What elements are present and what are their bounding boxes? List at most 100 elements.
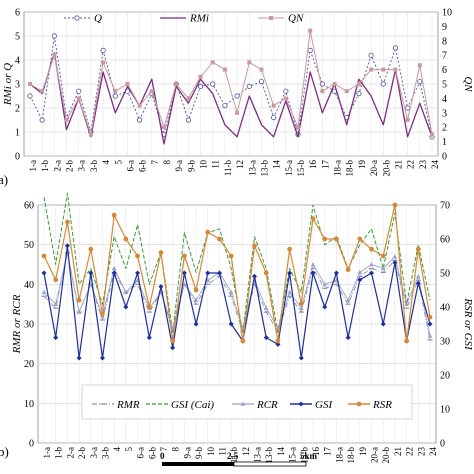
data-point-rcr	[193, 297, 199, 302]
data-point-rsr	[123, 236, 129, 242]
data-point-rcr	[369, 262, 374, 267]
data-point-qn	[162, 125, 166, 130]
x-tick-label: 11-b	[229, 447, 239, 464]
data-point-q	[356, 91, 362, 97]
data-point-rsr	[345, 267, 351, 272]
series-line-gsi-cai	[43, 192, 431, 333]
x-tick-label: 17	[320, 160, 330, 170]
right-tick-label: 70	[440, 201, 450, 212]
data-point-rcr	[76, 309, 82, 314]
data-point-gsi	[88, 270, 94, 276]
data-point-rsr	[228, 253, 234, 259]
data-point-rsr	[427, 314, 433, 320]
x-tick-label: 9-a	[174, 160, 184, 172]
x-tick-label: 7	[150, 160, 160, 165]
right-tick-label: 60	[440, 235, 450, 246]
data-point-gsi	[287, 270, 293, 276]
data-point-rsr	[263, 270, 269, 276]
series-gsi	[41, 243, 433, 361]
y-axis-title-left-b: RMR or RCR	[11, 294, 23, 354]
right-tick-label: 10	[442, 8, 452, 19]
legend-item-q: Q	[64, 13, 102, 25]
data-point-rcr	[299, 305, 304, 310]
legend-label: QN	[288, 13, 304, 25]
data-point-qn	[235, 110, 240, 115]
data-point-rcr	[345, 297, 351, 302]
data-point-rcr	[41, 289, 47, 295]
series-gsi-cai	[43, 192, 431, 333]
x-tick-label: 16	[311, 447, 321, 457]
x-tick-label: 3-b	[100, 447, 110, 459]
x-tick-label: 10	[206, 447, 216, 457]
data-point-q	[392, 45, 399, 51]
data-point-q	[258, 79, 265, 85]
data-point-rsr	[64, 219, 70, 225]
x-tick-label: 7	[159, 447, 169, 452]
x-tick-label: 1-a	[42, 447, 52, 459]
x-tick-label: 21	[393, 447, 403, 456]
legend-label: Q	[94, 13, 102, 25]
scale-label-5km: 5km	[300, 451, 318, 461]
x-tick-label: 8	[162, 160, 172, 165]
data-point-qn	[332, 82, 337, 86]
x-tick-label: 18-b	[346, 447, 356, 464]
x-tick-label: 24	[430, 160, 440, 170]
legend-item-qn: QN	[258, 13, 304, 25]
legend-a: Q RMi QN	[64, 13, 304, 25]
data-point-rsr	[369, 246, 374, 252]
x-axis-ticks-b: 1-a 1-b 2-a 2-b 3-a 3-b 4 5 6-a 6-b 7 8 9-a 9-b 10 11 11…	[42, 447, 438, 464]
data-point-qn	[296, 125, 300, 130]
x-tick-label: 12	[235, 160, 245, 169]
y-axis-title-right-b: RSR or GSI	[462, 297, 474, 351]
panel-label-a: a)	[0, 172, 8, 187]
data-point-qn	[101, 60, 106, 65]
data-point-qn	[137, 103, 142, 108]
x-tick-label: 1-b	[54, 447, 64, 459]
data-point-rsr	[357, 236, 363, 242]
data-point-qn	[222, 67, 227, 72]
left-tick-label: 0	[15, 152, 20, 163]
data-point-gsi	[99, 355, 105, 361]
data-point-rsr	[310, 216, 316, 222]
data-point-gsi	[170, 345, 176, 351]
data-point-gsi	[310, 270, 316, 276]
scale-bar-segment-1	[162, 462, 234, 466]
data-point-qn	[417, 63, 422, 68]
data-point-qn	[344, 89, 349, 94]
data-point-q	[210, 81, 216, 87]
x-tick-label: 13-b	[264, 447, 274, 464]
x-tick-label: 22	[406, 160, 416, 169]
data-point-rcr	[416, 273, 421, 279]
x-tick-label: 12	[241, 447, 251, 456]
data-point-gsi	[53, 335, 59, 341]
data-point-gsi	[298, 355, 304, 361]
left-tick-label: 60	[24, 201, 34, 212]
x-tick-label: 6-a	[136, 447, 146, 459]
scale-label-2-5: 2.5	[227, 451, 239, 461]
data-point-qn	[283, 96, 288, 101]
legend-marker	[74, 15, 80, 21]
data-point-gsi	[111, 270, 117, 276]
data-point-q	[185, 117, 191, 123]
x-tick-label: 14	[276, 447, 286, 457]
x-axis-ticks-a: 1-a 1-b 2-a 2-b 3-a 3-b 4 5 6-a 6-b 7 8 9-a 9-b 10 11 11…	[28, 160, 440, 177]
legend-item-gsi-cai: GSI (Cai)	[146, 399, 214, 411]
legend-item-rmr: RMR	[92, 399, 140, 411]
left-axis-ticks-a: 0 1 2 3 4 5 6	[15, 8, 20, 163]
data-point-q	[271, 115, 277, 121]
data-point-q	[76, 88, 82, 94]
right-tick-label: 6	[442, 65, 447, 76]
x-tick-label: 20-b	[381, 160, 391, 177]
legend-label: RMi	[189, 13, 209, 25]
legend-box-b	[81, 384, 413, 420]
data-point-gsi	[135, 270, 141, 276]
data-point-gsi	[263, 335, 269, 341]
data-point-qn	[320, 89, 325, 94]
data-point-rcr	[287, 289, 292, 295]
data-point-rcr	[182, 281, 187, 287]
left-tick-label: 6	[15, 8, 20, 19]
left-tick-label: 10	[24, 399, 34, 410]
data-point-qn	[28, 82, 32, 86]
data-point-qn	[186, 96, 191, 101]
legend-b: RMR GSI (Cai) RCR GSI RSR	[92, 399, 392, 411]
